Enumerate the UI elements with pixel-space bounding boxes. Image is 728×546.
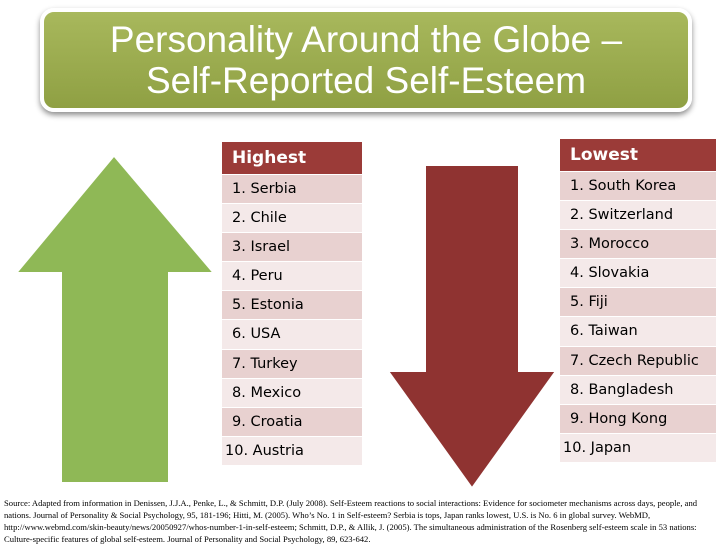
list-item: 4. Slovakia [560,258,716,288]
source-citation: Source: Adapted from information in Deni… [4,498,698,544]
lowest-table: Lowest 1. South Korea 2. Switzerland 3. … [560,139,716,462]
list-item: 9. Hong Kong [560,403,716,433]
up-arrow-icon [10,150,221,486]
highest-table: Highest 1. Serbia 2. Chile 3. Israel 4. … [222,142,362,465]
list-item: 8. Bangladesh [560,374,716,404]
list-item: 7. Turkey [222,348,362,378]
list-item: 4. Peru [222,261,362,291]
list-item: 5. Fiji [560,287,716,317]
list-item: 7. Czech Republic [560,345,716,375]
down-arrow-icon [382,162,562,494]
list-item: 6. Taiwan [560,316,716,346]
list-item: 1. South Korea [560,171,716,201]
list-item: 6. USA [222,319,362,349]
lowest-header: Lowest [560,139,716,171]
list-item: 3. Morocco [560,229,716,259]
highest-header: Highest [222,142,362,174]
list-item: 2. Chile [222,203,362,233]
list-item: 3. Israel [222,232,362,262]
slide-title: Personality Around the Globe – Self-Repo… [40,8,692,112]
list-item: 5. Estonia [222,290,362,320]
list-item: 1. Serbia [222,174,362,204]
title-line-2: Self-Reported Self-Esteem [145,60,587,101]
list-item: 10. Japan [560,432,716,462]
list-item: 9. Croatia [222,406,362,436]
list-item: 2. Switzerland [560,200,716,230]
list-item: 10. Austria [222,435,362,465]
list-item: 8. Mexico [222,377,362,407]
title-line-1: Personality Around the Globe – [109,19,623,60]
